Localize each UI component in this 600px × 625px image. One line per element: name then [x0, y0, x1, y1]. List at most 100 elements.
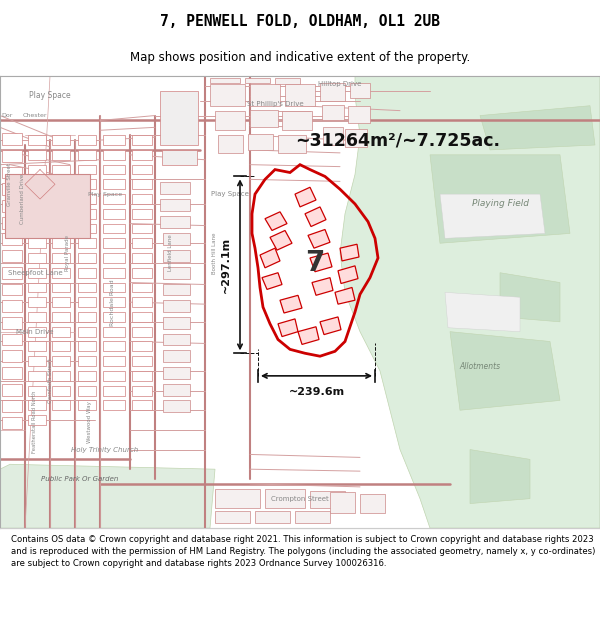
Polygon shape — [295, 188, 316, 207]
Bar — [132, 312, 152, 322]
Bar — [103, 341, 125, 351]
Bar — [78, 194, 96, 204]
Bar — [248, 134, 273, 150]
Polygon shape — [310, 253, 332, 272]
Polygon shape — [270, 231, 292, 250]
Text: Public Park Or Garden: Public Park Or Garden — [41, 476, 119, 482]
Bar — [320, 83, 345, 101]
Bar — [78, 135, 96, 145]
Bar — [28, 415, 46, 425]
Bar — [2, 133, 22, 145]
Bar — [28, 238, 46, 248]
Bar — [52, 150, 70, 160]
Text: Map shows position and indicative extent of the property.: Map shows position and indicative extent… — [130, 51, 470, 64]
Bar — [345, 129, 367, 147]
Bar — [163, 284, 190, 295]
Bar — [28, 371, 46, 381]
Bar — [103, 209, 125, 219]
Bar — [250, 109, 278, 128]
Bar — [132, 371, 152, 381]
Bar — [52, 135, 70, 145]
Bar — [103, 194, 125, 204]
Bar — [275, 78, 300, 84]
Text: Hilltop Drive: Hilltop Drive — [319, 81, 362, 87]
Bar — [103, 356, 125, 366]
Bar — [132, 282, 152, 292]
Text: Allotments: Allotments — [460, 361, 500, 371]
Bar — [132, 327, 152, 337]
Text: St Phillip's Drive: St Phillip's Drive — [247, 101, 304, 107]
Bar — [103, 298, 125, 307]
Bar — [28, 386, 46, 396]
Bar — [78, 150, 96, 160]
Bar — [350, 83, 370, 98]
Bar — [78, 401, 96, 410]
Bar — [132, 401, 152, 410]
Bar — [215, 511, 250, 523]
Bar — [28, 401, 46, 410]
Bar — [2, 233, 22, 245]
Text: ~239.6m: ~239.6m — [289, 387, 344, 397]
Polygon shape — [338, 266, 358, 284]
Bar — [28, 341, 46, 351]
Bar — [28, 164, 46, 174]
Bar — [103, 401, 125, 410]
Bar — [132, 268, 152, 278]
Polygon shape — [430, 155, 570, 243]
Bar — [360, 494, 385, 513]
Polygon shape — [470, 449, 530, 504]
Bar — [210, 84, 245, 106]
Polygon shape — [320, 317, 341, 334]
Bar — [28, 209, 46, 219]
Bar — [132, 341, 152, 351]
Bar — [52, 164, 70, 174]
Bar — [78, 386, 96, 396]
Bar — [78, 282, 96, 292]
Bar — [2, 183, 22, 195]
Bar — [103, 371, 125, 381]
Bar — [78, 238, 96, 248]
Bar — [2, 167, 22, 178]
Bar — [52, 401, 70, 410]
Text: Featherstall Road North: Featherstall Road North — [32, 391, 37, 453]
Bar — [103, 327, 125, 337]
Bar — [103, 179, 125, 189]
Bar — [78, 164, 96, 174]
Text: Royal Parade: Royal Parade — [65, 235, 71, 271]
Bar — [28, 135, 46, 145]
Bar — [2, 267, 22, 279]
Bar — [322, 105, 344, 121]
Bar — [132, 253, 152, 263]
Bar — [160, 182, 190, 194]
Bar — [78, 179, 96, 189]
Polygon shape — [0, 464, 215, 528]
Bar — [2, 401, 22, 412]
Text: ~297.1m: ~297.1m — [221, 237, 231, 293]
Polygon shape — [335, 288, 355, 304]
Bar — [245, 78, 270, 83]
Bar — [2, 284, 22, 295]
Bar — [28, 282, 46, 292]
Bar — [2, 150, 22, 162]
Bar — [160, 216, 190, 227]
Bar — [295, 511, 330, 523]
Bar — [28, 327, 46, 337]
Text: Cumberland Drive: Cumberland Drive — [19, 174, 25, 224]
Polygon shape — [260, 248, 280, 268]
Bar — [160, 199, 190, 211]
Bar — [52, 371, 70, 381]
Bar — [103, 135, 125, 145]
Bar — [103, 253, 125, 263]
Bar — [160, 91, 198, 145]
Bar — [163, 317, 190, 329]
Text: Play Space: Play Space — [211, 191, 249, 197]
Bar — [218, 135, 243, 153]
Bar — [78, 224, 96, 233]
Bar — [103, 312, 125, 322]
Bar — [132, 356, 152, 366]
Text: Booth Hill Lane: Booth Hill Lane — [212, 232, 218, 274]
Polygon shape — [312, 278, 333, 295]
Bar — [28, 312, 46, 322]
Text: Play Space: Play Space — [29, 91, 71, 101]
Bar — [52, 253, 70, 263]
